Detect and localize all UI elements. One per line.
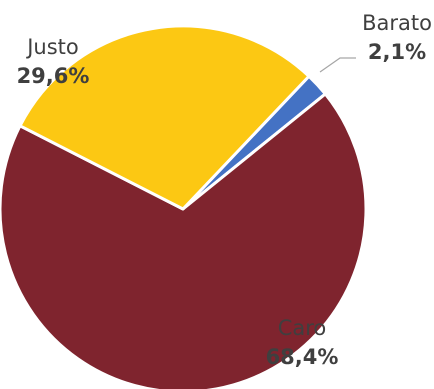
pie-slice-caro (0, 92, 368, 389)
pie-slice-justo (18, 24, 311, 211)
slice-label-caro: Caro (278, 316, 327, 340)
leader-line-barato (319, 57, 356, 73)
pie-slices (0, 24, 368, 389)
slice-labels: Barato 2,1% Caro 68,4% Justo 29,6% (17, 11, 432, 369)
slice-label-barato: Barato (362, 11, 432, 35)
slice-label-justo: Justo (25, 35, 79, 59)
slice-value-barato: 2,1% (368, 40, 426, 64)
slice-value-caro: 68,4% (266, 345, 339, 369)
slice-value-justo: 29,6% (17, 64, 90, 88)
